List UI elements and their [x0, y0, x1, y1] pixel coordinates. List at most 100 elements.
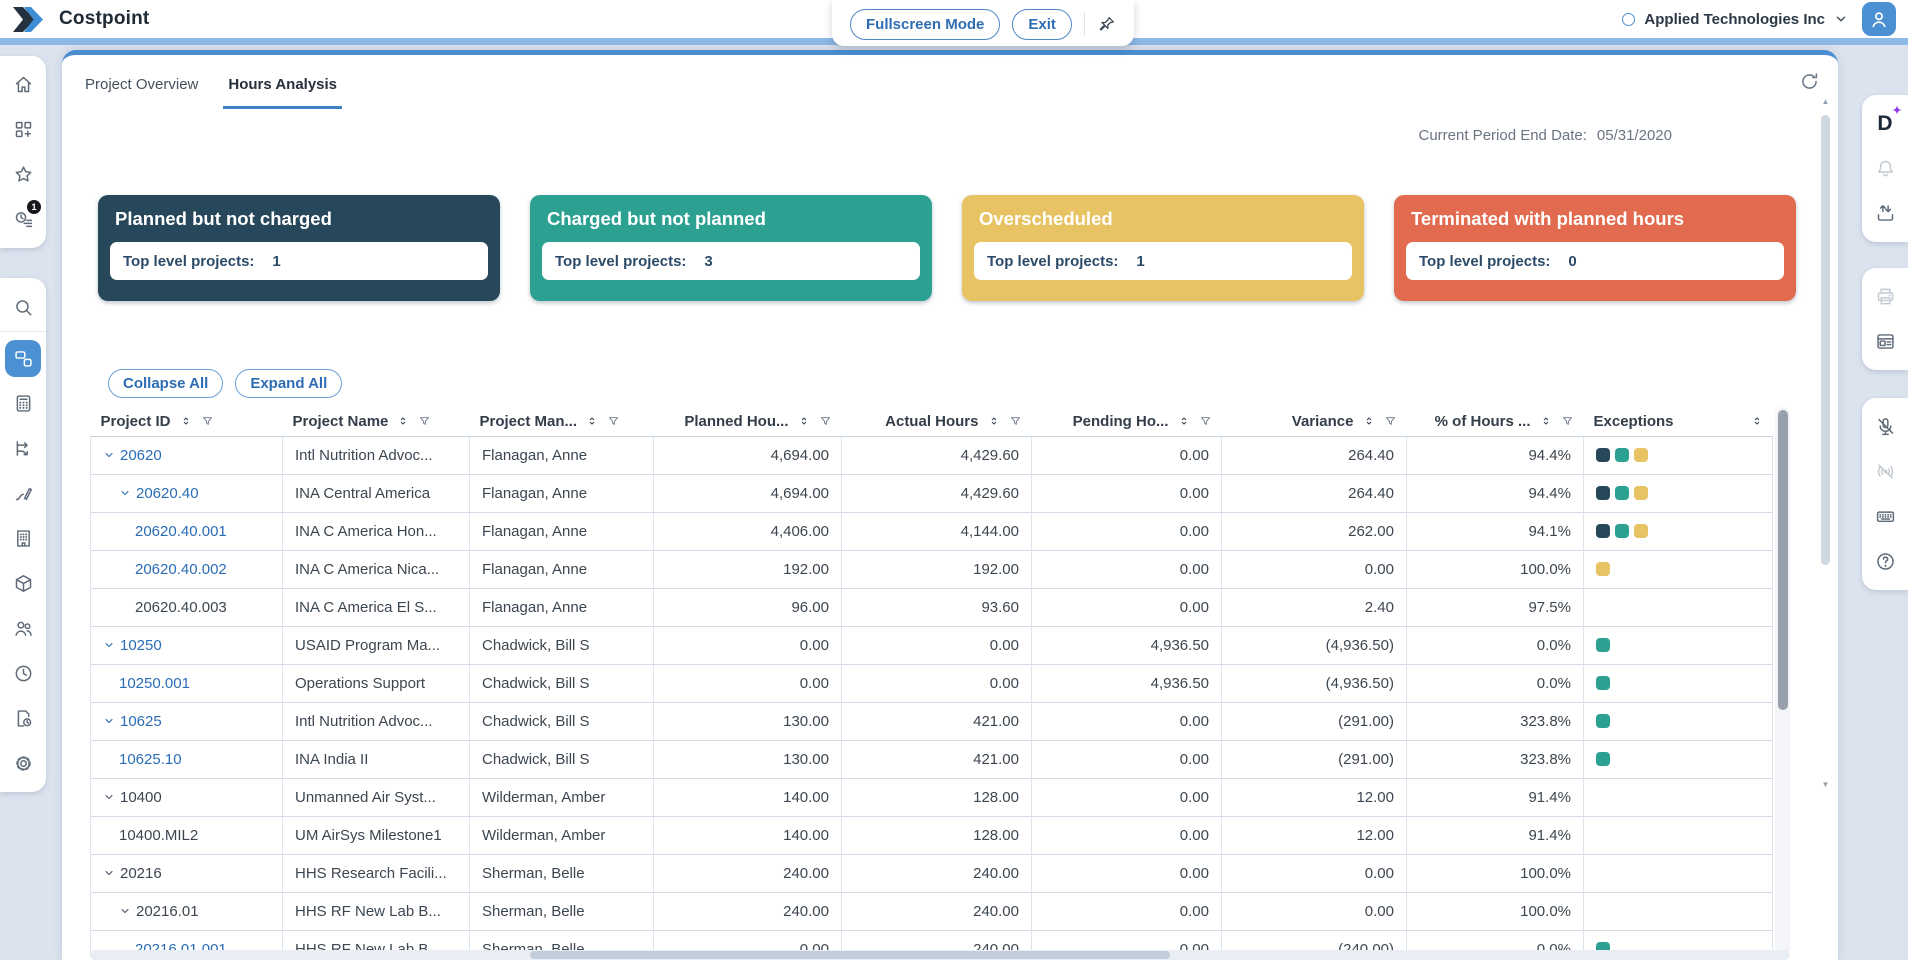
scroll-down-arrow-icon[interactable]: ▼: [1821, 780, 1830, 789]
cell-project-manager: Flanagan, Anne: [469, 435, 654, 474]
exit-button[interactable]: Exit: [1012, 8, 1072, 40]
organization-building-icon[interactable]: [0, 516, 46, 561]
grid-toolbar: Collapse All Expand All: [108, 369, 343, 398]
chevron-down-icon[interactable]: [103, 867, 115, 879]
microphone-muted-icon[interactable]: [1862, 404, 1908, 449]
chevron-down-icon[interactable]: [103, 449, 115, 461]
table-row[interactable]: 20216.01 HHS RF New Lab B... Sherman, Bell…: [90, 891, 1773, 930]
table-horizontal-scrollbar[interactable]: [90, 950, 1790, 960]
search-icon[interactable]: [0, 284, 46, 332]
company-selector[interactable]: Applied Technologies Inc: [1622, 11, 1848, 28]
project-link[interactable]: 20620.40.002: [135, 560, 227, 578]
table-row[interactable]: 20620.40 INA Central America Flanagan, Ann…: [90, 473, 1773, 512]
sort-icon[interactable]: [1751, 414, 1763, 428]
sort-icon[interactable]: [397, 414, 409, 428]
dela-ai-icon[interactable]: D ✦: [1877, 105, 1902, 135]
project-link[interactable]: 10250.001: [119, 674, 190, 692]
project-link[interactable]: 10625: [120, 712, 162, 730]
filter-icon[interactable]: [1384, 415, 1397, 428]
table-row[interactable]: 10250.001 Operations Support Chadwick, Bil…: [90, 663, 1773, 702]
table-vertical-scrollbar[interactable]: [1775, 407, 1790, 955]
document-schedule-icon[interactable]: [0, 696, 46, 741]
filter-icon[interactable]: [819, 415, 832, 428]
cell-pct-of-hours: 323.8%: [1406, 739, 1584, 778]
sort-icon[interactable]: [586, 414, 598, 428]
project-link[interactable]: 20620.40: [136, 484, 199, 502]
expand-all-button[interactable]: Expand All: [235, 369, 343, 398]
page-vertical-scrollbar[interactable]: ▲ ▼: [1818, 97, 1833, 789]
recent-history-icon[interactable]: 1: [0, 197, 46, 242]
filter-icon[interactable]: [1561, 415, 1574, 428]
notification-count-badge: 1: [27, 200, 41, 214]
dashboards-icon[interactable]: [0, 336, 46, 381]
chevron-down-icon[interactable]: [103, 639, 115, 651]
project-link[interactable]: 20620: [120, 446, 162, 464]
table-row[interactable]: 20620.40.003 INA C America El S... Flanaga…: [90, 587, 1773, 626]
chevron-down-icon[interactable]: [103, 791, 115, 803]
scrollbar-thumb[interactable]: [530, 951, 1170, 959]
calculator-icon[interactable]: [0, 381, 46, 426]
table-row[interactable]: 20620 Intl Nutrition Advoc... Flanagan, An…: [90, 435, 1773, 474]
sort-icon[interactable]: [1540, 414, 1552, 428]
column-label: Exceptions: [1593, 412, 1674, 430]
tab-project-overview[interactable]: Project Overview: [85, 76, 199, 93]
filter-icon[interactable]: [418, 415, 431, 428]
table-row[interactable]: 20216 HHS Research Facili... Sherman, Bell…: [90, 853, 1773, 892]
table-row[interactable]: 20620.40.002 INA C America Nica... Flanaga…: [90, 549, 1773, 588]
card-title: Charged but not planned: [547, 208, 766, 229]
signature-pen-icon[interactable]: [0, 471, 46, 516]
sort-icon[interactable]: [180, 414, 192, 428]
chevron-down-icon[interactable]: [119, 487, 131, 499]
apps-add-icon[interactable]: [0, 107, 46, 152]
settings-gear-icon[interactable]: [0, 741, 46, 786]
cell-variance: 0.00: [1221, 549, 1407, 588]
filter-icon[interactable]: [1009, 415, 1022, 428]
import-export-icon[interactable]: [1862, 191, 1908, 236]
filter-icon[interactable]: [607, 415, 620, 428]
browser-window-icon[interactable]: [1862, 319, 1908, 364]
brand: Costpoint: [12, 6, 149, 33]
audio-muted-icon[interactable]: [1862, 449, 1908, 494]
collapse-all-button[interactable]: Collapse All: [108, 369, 224, 398]
table-row[interactable]: 20620.40.001 INA C America Hon... Flanagan…: [90, 511, 1773, 550]
tab-hours-analysis[interactable]: Hours Analysis: [223, 60, 343, 109]
table-row[interactable]: 10625 Intl Nutrition Advoc... Chadwick, Bi…: [90, 701, 1773, 740]
people-icon[interactable]: [0, 606, 46, 651]
cell-planned-hours: 130.00: [653, 701, 842, 740]
project-link[interactable]: 10625.10: [119, 750, 182, 768]
cell-pending-hours: 0.00: [1031, 473, 1222, 512]
notifications-bell-icon[interactable]: [1862, 146, 1908, 191]
time-clock-icon[interactable]: [0, 651, 46, 696]
chevron-down-icon[interactable]: [103, 715, 115, 727]
project-link[interactable]: 10250: [120, 636, 162, 654]
scrollbar-thumb[interactable]: [1821, 115, 1830, 565]
sort-icon[interactable]: [988, 414, 1000, 428]
pin-icon[interactable]: [1097, 15, 1116, 34]
table-row[interactable]: 10250 USAID Program Ma... Chadwick, Bill S…: [90, 625, 1773, 664]
refresh-icon[interactable]: [1799, 71, 1820, 97]
sort-icon[interactable]: [1178, 414, 1190, 428]
help-icon[interactable]: [1862, 539, 1908, 584]
table-row[interactable]: 10400 Unmanned Air Syst... Wilderman, Ambe…: [90, 777, 1773, 816]
cell-variance: 0.00: [1221, 891, 1407, 930]
user-avatar-button[interactable]: [1862, 2, 1896, 36]
filter-icon[interactable]: [1199, 415, 1212, 428]
print-icon[interactable]: [1862, 274, 1908, 319]
workflow-icon[interactable]: [0, 426, 46, 471]
chevron-down-icon[interactable]: [119, 905, 131, 917]
scrollbar-thumb[interactable]: [1777, 410, 1788, 710]
filter-icon[interactable]: [201, 415, 214, 428]
fullscreen-mode-button[interactable]: Fullscreen Mode: [850, 8, 1001, 40]
keyboard-icon[interactable]: [1862, 494, 1908, 539]
sort-icon[interactable]: [798, 414, 810, 428]
favorites-star-icon[interactable]: [0, 152, 46, 197]
table-row[interactable]: 10625.10 INA India II Chadwick, Bill S 130.…: [90, 739, 1773, 778]
project-link[interactable]: 20620.40.001: [135, 522, 227, 540]
project-id: 20216.01: [103, 903, 270, 920]
home-icon[interactable]: [0, 62, 46, 107]
table-row[interactable]: 10400.MIL2 UM AirSys Milestone1 Wilderman,…: [90, 815, 1773, 854]
package-cube-icon[interactable]: [0, 561, 46, 606]
sort-icon[interactable]: [1363, 414, 1375, 428]
scroll-up-arrow-icon[interactable]: ▲: [1821, 97, 1830, 106]
